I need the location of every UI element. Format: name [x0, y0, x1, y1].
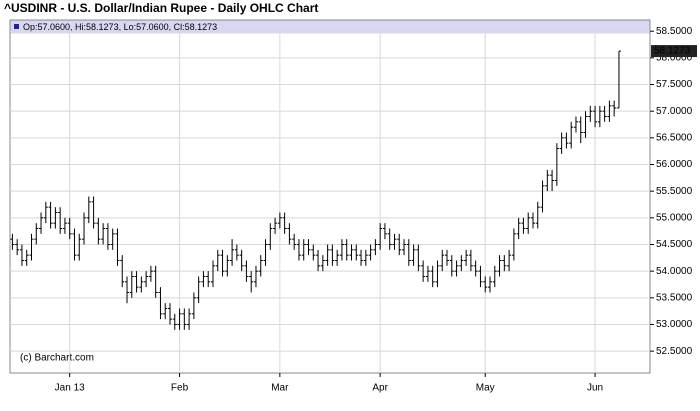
y-tick-label: 56.0000	[656, 159, 693, 170]
y-tick-label: 58.5000	[656, 26, 693, 37]
info-band	[10, 20, 650, 34]
last-price-label: 58.1273	[654, 46, 691, 57]
y-tick-label: 56.5000	[656, 132, 693, 143]
y-tick-label: 57.5000	[656, 79, 693, 90]
x-tick-label: Jun	[587, 383, 603, 394]
y-tick-label: 53.5000	[656, 292, 693, 303]
chart-title: ^USDINR - U.S. Dollar/Indian Rupee - Dai…	[4, 1, 318, 15]
last-price-box	[651, 45, 697, 58]
plot-area	[9, 19, 651, 374]
y-tick-label: 54.5000	[656, 239, 693, 250]
y-tick-label: 52.5000	[656, 346, 693, 357]
info-marker	[14, 24, 19, 29]
x-tick-label: Apr	[372, 383, 388, 394]
y-tick-label: 53.0000	[656, 319, 693, 330]
x-tick-label: Jan 13	[55, 383, 85, 394]
x-tick-label: Feb	[171, 383, 189, 394]
y-tick-label: 55.0000	[656, 212, 693, 223]
y-tick-label: 55.5000	[656, 186, 693, 197]
y-tick-label: 57.0000	[656, 106, 693, 117]
x-tick-label: Mar	[271, 383, 289, 394]
y-tick-label: 58.0000	[656, 53, 693, 64]
x-tick-label: May	[476, 383, 495, 394]
info-text: Op:57.0600, Hi:58.1273, Lo:57.0600, Cl:5…	[23, 22, 217, 32]
credit: (c) Barchart.com	[20, 353, 94, 364]
y-tick-label: 54.0000	[656, 266, 693, 277]
